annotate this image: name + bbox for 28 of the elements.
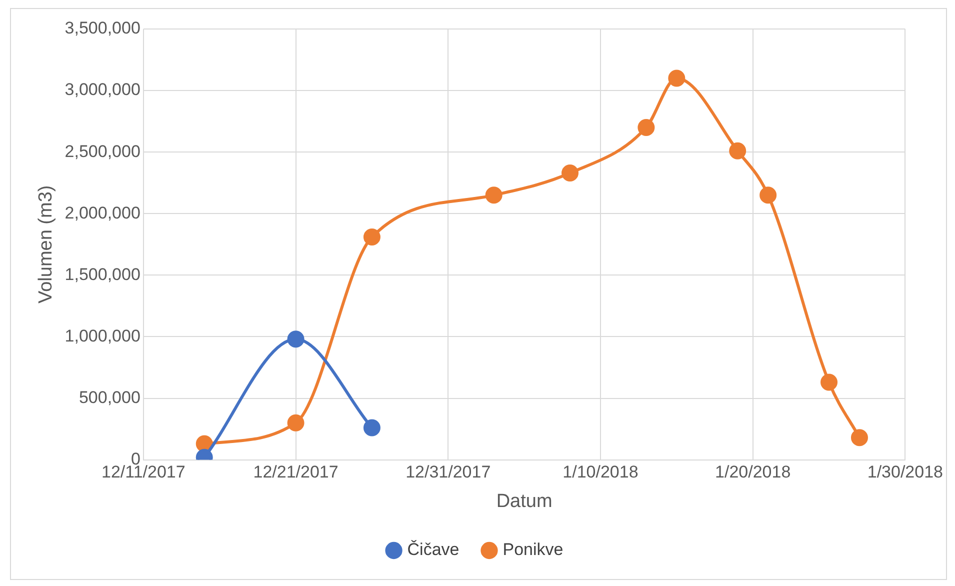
- y-tick-label: 3,500,000: [64, 18, 140, 38]
- x-tick-label: 12/31/2017: [406, 462, 491, 482]
- y-tick-label: 2,500,000: [64, 142, 140, 161]
- point: [562, 164, 579, 182]
- y-tick-label: 1,500,000: [64, 264, 140, 284]
- point: [729, 142, 746, 160]
- point: [363, 228, 380, 246]
- x-tick-label: 1/10/2018: [562, 462, 638, 482]
- y-tick-label: 1,000,000: [64, 326, 140, 346]
- point: [287, 330, 304, 348]
- point: [485, 186, 502, 204]
- point: [363, 419, 380, 436]
- point: [820, 374, 838, 391]
- point: [638, 118, 655, 136]
- y-axis-title: Volumen (m3): [36, 185, 57, 304]
- point: [850, 429, 868, 446]
- y-tick-label: 500,000: [78, 388, 140, 407]
- x-tick-label: 1/30/2018: [867, 462, 944, 482]
- y-tick-label: 3,000,000: [64, 80, 140, 100]
- legend-label: Čičave: [407, 540, 460, 560]
- point: [760, 186, 777, 204]
- x-axis-title: Datum: [496, 490, 552, 512]
- x-tick-label: 12/21/2017: [253, 462, 338, 482]
- x-tick-label: 1/20/2018: [715, 462, 791, 482]
- y-tick-label: 2,000,000: [64, 203, 140, 222]
- point: [668, 70, 686, 87]
- legend-label: Ponikve: [502, 540, 564, 560]
- point: [287, 414, 304, 432]
